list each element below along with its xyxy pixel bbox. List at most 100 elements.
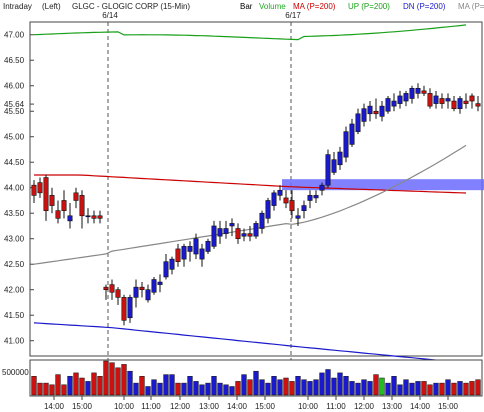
volume-bar — [223, 384, 229, 396]
candle-body — [229, 223, 235, 227]
candle — [397, 90, 403, 109]
candle — [49, 187, 55, 214]
x-tick-label: 13:00 — [199, 402, 220, 411]
volume-bar — [37, 382, 43, 396]
candle-body — [283, 197, 289, 204]
candle-body — [391, 100, 397, 107]
candle — [127, 294, 133, 323]
volume-bar — [379, 377, 385, 396]
volume-bar — [385, 382, 391, 396]
candle — [229, 218, 235, 237]
y-tick-label: 45.50 — [4, 107, 25, 116]
legend-item: DN (P=200) — [403, 2, 446, 11]
candle-body — [79, 195, 85, 217]
candle-body — [175, 248, 181, 262]
candle-body — [163, 261, 169, 278]
candle — [205, 238, 211, 255]
candle-body — [157, 281, 163, 285]
volume-bar — [295, 376, 301, 396]
candle — [79, 190, 85, 229]
candle-body — [331, 159, 337, 173]
candle — [409, 85, 415, 104]
candle — [85, 208, 91, 224]
volume-bar — [307, 381, 313, 396]
volume-bar — [163, 374, 169, 396]
volume-bar — [415, 381, 421, 396]
candle-body — [301, 205, 307, 211]
y-tick-label: 42.50 — [4, 260, 25, 269]
volume-bar — [133, 382, 139, 396]
volume-bar — [109, 362, 115, 396]
candle-body — [385, 98, 391, 112]
candle-body — [289, 200, 295, 211]
candle — [271, 190, 277, 211]
volume-bar — [127, 370, 133, 396]
candle — [247, 225, 253, 242]
candle — [289, 190, 295, 219]
candle — [445, 93, 451, 109]
upper-band-line — [33, 24, 467, 41]
candle — [475, 95, 481, 112]
volume-bar — [115, 367, 121, 396]
candle-body — [409, 87, 415, 99]
candle-body — [205, 240, 211, 252]
volume-bar — [211, 376, 217, 396]
volume-bar — [229, 386, 235, 396]
x-tick-label: 15:00 — [438, 402, 459, 411]
candle-body — [241, 233, 247, 237]
candle-body — [475, 103, 481, 107]
volume-bar — [331, 377, 337, 396]
candle — [421, 85, 427, 96]
y-tick-label: 41.50 — [4, 311, 25, 320]
candle — [301, 200, 307, 219]
candle-body — [187, 246, 193, 252]
candle — [55, 200, 61, 224]
volume-bar — [367, 381, 373, 396]
volume-axis-label: 500000 — [2, 368, 29, 377]
volume-bar — [103, 360, 109, 396]
volume-bar — [217, 382, 223, 396]
volume-bar — [247, 379, 253, 396]
candle — [235, 223, 241, 244]
price-highlight-band — [282, 179, 484, 191]
candle — [67, 203, 73, 229]
candle — [469, 93, 475, 109]
candle-body — [235, 228, 241, 240]
volume-bar — [343, 376, 349, 396]
price-axis: 41.00 41.50 42.00 42.50 43.00 43.50 44.00 44.50… — [4, 31, 34, 346]
candle — [163, 254, 169, 280]
volume-bar — [457, 381, 463, 396]
y-tick-label: 46.50 — [4, 56, 25, 65]
volume-bar — [181, 382, 187, 396]
candle-body — [319, 184, 325, 191]
candle-body — [271, 192, 277, 206]
volume-bar — [397, 384, 403, 396]
candle-body — [337, 151, 343, 166]
y-tick-label: 42.00 — [4, 286, 25, 295]
legend: Bar Volume MA (P=200) UP (P=200) DN (P=200) M… — [240, 2, 484, 11]
candle-body — [355, 113, 361, 132]
candle — [307, 190, 313, 209]
candle-body — [193, 238, 199, 255]
legend-item: MA (P=200) — [293, 2, 336, 11]
candle-body — [313, 195, 319, 199]
candle — [241, 228, 247, 242]
volume-bar — [235, 381, 241, 396]
volume-bar — [409, 382, 415, 396]
candle-body — [43, 177, 49, 211]
time-axis: 14:00 15:00 10:00 11:00 12:00 13:00 14:00 15:00… — [44, 396, 459, 411]
y-tick-label: 41.00 — [4, 337, 25, 346]
candle-body — [451, 100, 457, 109]
x-tick-label: 12:00 — [354, 402, 375, 411]
ma-red-line — [34, 174, 467, 194]
volume-bar — [289, 381, 295, 396]
candle-body — [433, 95, 439, 104]
candle — [433, 90, 439, 109]
x-tick-label: 14:00 — [44, 402, 65, 411]
candle-body — [217, 228, 223, 237]
y-tick-label: 45.64 — [4, 100, 25, 109]
candle-body — [295, 215, 301, 219]
candle — [139, 282, 145, 298]
volume-bar — [157, 382, 163, 396]
candle-body — [85, 215, 91, 218]
